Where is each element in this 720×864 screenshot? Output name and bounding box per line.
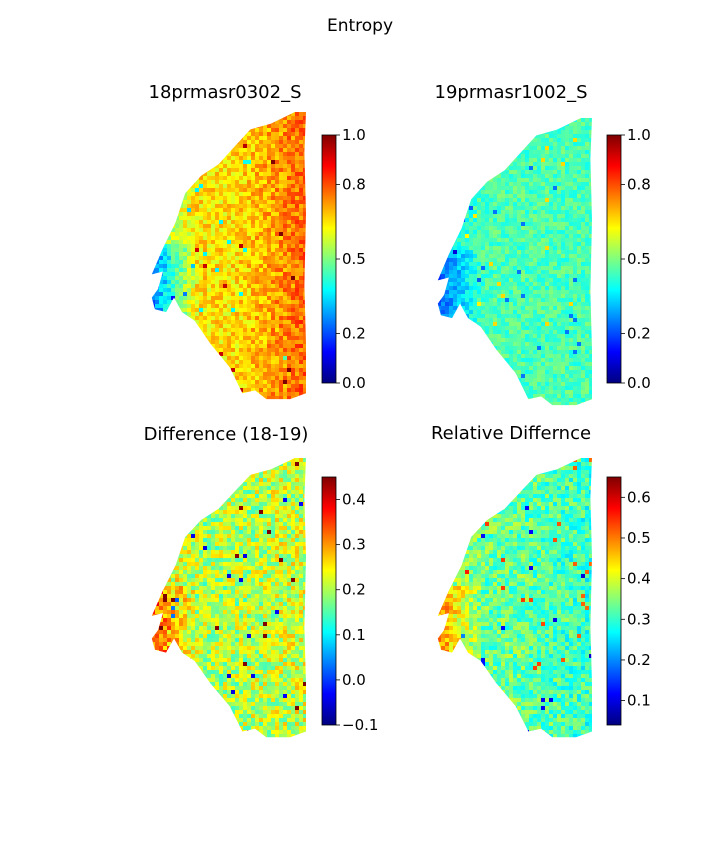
colorbar-tick-label: 0.1: [342, 626, 366, 644]
heatmap-region: [437, 118, 592, 406]
panel-4: Relative Differnce 0.1 0.2 0.3 0.4 0.5 0.6: [431, 423, 651, 738]
figure-title: Entropy: [327, 16, 393, 36]
panels: 18prmasr0302_S0.00.20.50.81.019prmasr100…: [144, 82, 651, 738]
heatmap-region: [151, 112, 306, 400]
colorbar-tick-label: 0.2: [342, 581, 366, 599]
colorbar: [321, 476, 337, 726]
colorbar-tick-label: 0.3: [342, 536, 366, 554]
panel-title: 19prmasr1002_S: [435, 82, 588, 103]
colorbar-tick-label: 0.5: [627, 529, 651, 547]
colorbar-tick-label: 0.6: [627, 488, 651, 506]
panel-1: 18prmasr0302_S 0.0 0.2 0.5 0.8 1.0: [149, 82, 366, 400]
colorbar-tick-label: 0.0: [627, 374, 651, 392]
colorbar-tick-label: 0.3: [627, 610, 651, 628]
colorbar-tick-label: 0.2: [342, 324, 366, 342]
colorbar-tick-label: −0.1: [342, 716, 378, 734]
colorbar-tick-label: 0.2: [627, 651, 651, 669]
panel-title: 18prmasr0302_S: [149, 82, 302, 103]
colorbar-tick-label: 1.0: [342, 126, 366, 144]
panel-title: Relative Differnce: [431, 423, 591, 444]
colorbar-tick-label: 0.5: [342, 250, 366, 268]
heatmap-region: [437, 458, 592, 738]
colorbar-tick-label: 1.0: [627, 126, 651, 144]
colorbar: [606, 476, 622, 726]
colorbar-tick-label: 0.0: [342, 671, 366, 689]
colorbar-tick-label: 0.8: [627, 176, 651, 194]
panel-title: Difference (18-19): [144, 424, 309, 445]
colorbar-tick-label: 0.5: [627, 250, 651, 268]
colorbar-tick-label: 0.4: [627, 570, 651, 588]
colorbar-tick-label: 0.8: [342, 176, 366, 194]
panel-3: Difference (18-19) −0.1 0.0 0.1 0.2 0.3 0.4: [144, 424, 378, 738]
colorbar-tick-label: 0.2: [627, 324, 651, 342]
panel-2: 19prmasr1002_S 0.0 0.2 0.5 0.8 1.0: [435, 82, 651, 406]
colorbar: [321, 134, 337, 384]
colorbar: [606, 134, 622, 384]
colorbar-tick-label: 0.4: [342, 491, 366, 509]
colorbar-tick-label: 0.1: [627, 692, 651, 710]
heatmap-region: [151, 458, 306, 738]
colorbar-tick-label: 0.0: [342, 374, 366, 392]
